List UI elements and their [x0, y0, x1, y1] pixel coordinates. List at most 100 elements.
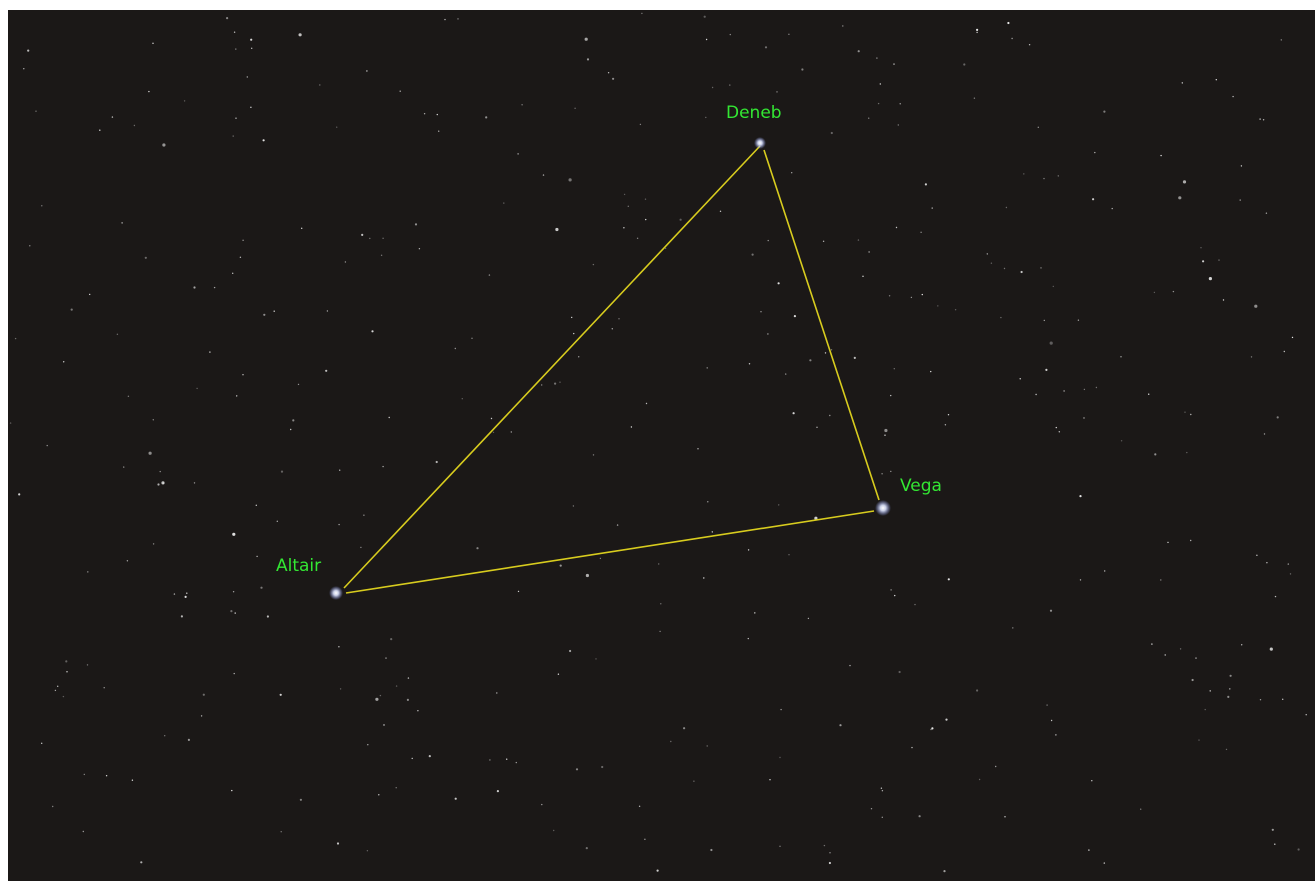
faint-star — [1269, 647, 1273, 651]
faint-star — [86, 664, 89, 666]
faint-star — [703, 15, 706, 18]
faint-star — [1153, 291, 1156, 294]
faint-star — [256, 555, 258, 558]
faint-star — [428, 755, 431, 758]
faint-star — [638, 805, 641, 807]
faint-star — [616, 524, 619, 526]
faint-star — [326, 310, 329, 312]
faint-star — [1079, 495, 1082, 498]
faint-star — [338, 523, 340, 526]
faint-star — [27, 49, 30, 52]
faint-star — [881, 473, 883, 475]
faint-star — [586, 58, 590, 61]
faint-star — [764, 46, 768, 49]
faint-star — [1204, 708, 1206, 711]
faint-star — [116, 333, 119, 335]
faint-star — [406, 698, 409, 702]
faint-star — [541, 803, 543, 806]
faint-star — [1289, 573, 1292, 575]
faint-star — [1262, 119, 1265, 121]
faint-star — [164, 735, 166, 737]
faint-star — [1092, 198, 1095, 201]
faint-star — [777, 282, 780, 285]
background-stars — [9, 12, 1307, 873]
faint-star — [496, 790, 499, 793]
faint-star — [1198, 739, 1200, 741]
faint-star — [193, 482, 196, 484]
faint-star — [853, 356, 856, 359]
faint-star — [297, 383, 300, 386]
faint-star — [584, 37, 588, 41]
faint-star — [66, 671, 68, 673]
faint-star — [159, 470, 161, 473]
faint-star — [366, 850, 369, 852]
faint-star — [918, 815, 921, 818]
faint-star — [63, 361, 65, 363]
faint-star — [729, 33, 731, 36]
faint-star — [976, 28, 979, 31]
faint-star — [133, 124, 136, 127]
faint-star — [276, 520, 278, 522]
faint-star — [899, 103, 901, 105]
faint-star — [830, 349, 833, 351]
faint-star — [187, 738, 190, 742]
faint-star — [280, 470, 284, 473]
faint-star — [568, 178, 572, 182]
faint-star — [382, 465, 384, 468]
faint-star — [876, 57, 878, 59]
triangle-lines — [343, 145, 880, 594]
faint-star — [232, 272, 234, 274]
faint-star — [235, 117, 237, 119]
faint-star — [418, 248, 421, 250]
faint-star — [760, 311, 762, 313]
faint-star — [363, 514, 365, 516]
faint-star — [954, 309, 957, 311]
faint-star — [769, 779, 771, 781]
faint-star — [510, 431, 512, 433]
faint-star — [454, 797, 457, 800]
faint-star — [476, 547, 479, 550]
faint-star — [823, 844, 826, 847]
faint-star — [379, 694, 382, 697]
faint-star — [553, 829, 555, 832]
faint-star — [1271, 828, 1274, 831]
faint-star — [371, 330, 374, 333]
faint-star — [378, 794, 380, 796]
faint-star — [849, 664, 851, 667]
faint-star — [1040, 267, 1042, 269]
faint-star — [411, 757, 413, 760]
faint-star — [910, 296, 913, 299]
faint-star — [785, 373, 787, 375]
faint-star — [809, 359, 812, 362]
faint-star — [1256, 554, 1258, 556]
faint-star — [1167, 541, 1169, 544]
faint-star — [1172, 290, 1175, 293]
line-deneb-altair — [343, 145, 761, 589]
star-vega — [875, 500, 891, 516]
faint-star — [301, 227, 303, 229]
faint-star — [1232, 95, 1234, 98]
faint-star — [454, 347, 456, 350]
faint-star — [1005, 206, 1008, 209]
night-sky — [8, 10, 1315, 881]
faint-star — [670, 740, 672, 743]
faint-star — [801, 68, 804, 71]
faint-star — [417, 710, 419, 712]
faint-star — [559, 381, 561, 383]
faint-star — [943, 870, 946, 873]
faint-star — [780, 708, 782, 711]
faint-star — [1287, 563, 1290, 565]
line-altair-vega — [345, 510, 875, 594]
faint-star — [636, 237, 639, 239]
faint-star — [1160, 579, 1162, 581]
faint-star — [1280, 39, 1283, 41]
faint-star — [1020, 270, 1023, 274]
faint-star — [986, 253, 988, 255]
faint-star — [697, 448, 699, 450]
faint-star — [1049, 341, 1053, 345]
faint-star — [360, 546, 362, 549]
faint-star — [1012, 627, 1014, 629]
faint-star — [868, 117, 870, 119]
faint-star — [444, 18, 446, 21]
faint-star — [1140, 808, 1142, 810]
